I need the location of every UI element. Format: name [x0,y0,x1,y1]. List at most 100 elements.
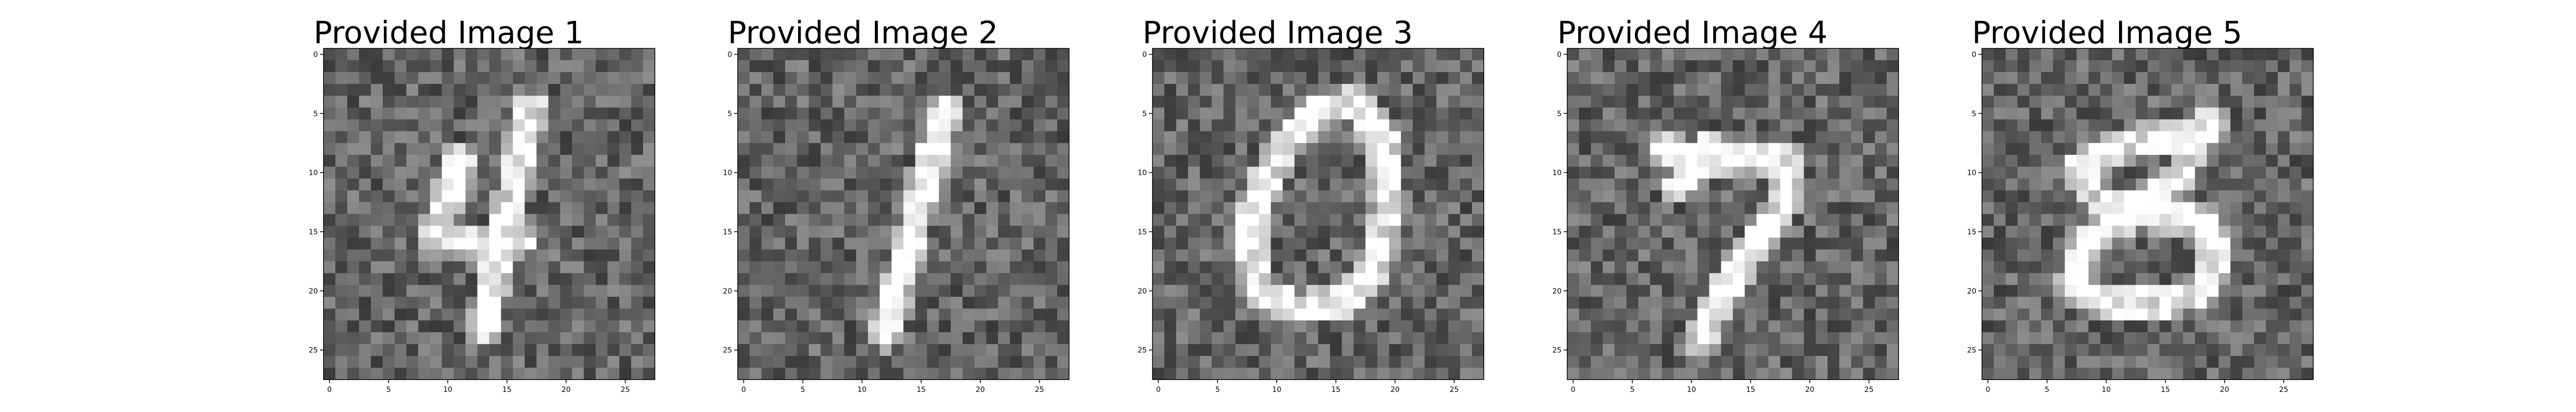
pixel-cell [1827,83,1840,96]
pixel-cell [2301,178,2314,191]
pixel-cell [513,154,525,167]
pixel-cell [1377,72,1389,84]
pixel-cell [1614,107,1627,120]
pixel-cell [939,190,951,203]
pixel-cell [1425,178,1437,191]
pixel-cell [1425,226,1437,238]
pixel-cell [1887,95,1899,108]
pixel-cell [2159,190,2172,203]
pixel-cell [2029,166,2042,179]
pixel-cell [477,297,490,309]
pixel-cell [607,48,620,61]
pixel-cell [430,320,443,333]
pixel-cell [2254,202,2266,215]
pixel-cell [998,226,1010,238]
pixel-cell [2218,214,2231,227]
axes-frame [737,48,1070,380]
pixel-cell [1792,214,1804,227]
pixel-cell [879,202,892,215]
pixel-cell [442,143,454,156]
pixel-cell [1211,332,1224,345]
pixel-cell [1413,154,1425,167]
pixel-cell [868,119,880,132]
pixel-cell [974,249,987,262]
pixel-cell [1377,285,1389,297]
pixel-cell [868,83,880,96]
pixel-cell [2230,107,2243,120]
pixel-cell [785,95,798,108]
pixel-cell [1057,320,1070,333]
pixel-cell [2278,95,2290,108]
pixel-cell [879,83,892,96]
pixel-cell [1697,344,1710,356]
pixel-cell [2088,320,2101,333]
pixel-cell [1389,356,1401,368]
pixel-cell [2290,249,2302,262]
pixel-cell [406,308,419,321]
pixel-cell [2159,202,2172,215]
pixel-cell [1816,83,1828,96]
pixel-cell [2112,214,2125,227]
pixel-cell [1827,368,1840,380]
pixel-cell [1851,190,1863,203]
pixel-cell [1567,107,1580,120]
pixel-cell [489,356,502,368]
pixel-cell [406,273,419,285]
pixel-cell [1839,72,1852,84]
pixel-cell [1804,131,1816,144]
pixel-cell [1389,143,1401,156]
pixel-cell [1982,249,1994,262]
pixel-cell [1223,107,1236,120]
pixel-cell [524,72,537,84]
pixel-cell [2136,154,2148,167]
pixel-cell [1875,332,1887,345]
pixel-cell [796,119,809,132]
pixel-cell [1638,273,1651,285]
pixel-cell [1863,285,1875,297]
pixel-cell [1662,237,1674,250]
pixel-cell [2112,48,2125,61]
pixel-cell [1662,273,1674,285]
pixel-cell [2230,273,2243,285]
pixel-cell [1792,107,1804,120]
pixel-cell [382,119,395,132]
pixel-cell [1199,190,1212,203]
pixel-cell [430,119,443,132]
pixel-cell [442,48,454,61]
pixel-cell [2017,190,2030,203]
pixel-cell [382,48,395,61]
pixel-cell [513,320,525,333]
pixel-cell [1982,107,1994,120]
pixel-cell [2136,356,2148,368]
pixel-cell [1353,131,1366,144]
pixel-cell [1567,119,1580,132]
pixel-cell [465,285,478,297]
pixel-cell [1614,356,1627,368]
pixel-cell [832,190,845,203]
pixel-cell [1022,273,1034,285]
pixel-cell [1353,48,1366,61]
pixel-cell [2218,83,2231,96]
pixel-cell [1033,202,1046,215]
pixel-cell [465,226,478,238]
pixel-cell [1685,332,1698,345]
pixel-cell [524,154,537,167]
pixel-cell [1282,214,1295,227]
pixel-cell [1259,131,1272,144]
y-tick-label: 5 [1142,110,1147,118]
pixel-cell [1602,48,1615,61]
pixel-cell [1342,107,1354,120]
pixel-cell [2041,356,2054,368]
pixel-cell [1436,214,1449,227]
pixel-cell [1982,237,1994,250]
pixel-cell [1199,143,1212,156]
pixel-cell [1780,154,1792,167]
pixel-cell [465,166,478,179]
pixel-cell [1590,308,1603,321]
pixel-cell [1282,368,1295,380]
pixel-cell [1247,308,1260,321]
pixel-cell [998,273,1010,285]
pixel-cell [1721,48,1734,61]
pixel-cell [382,308,395,321]
pixel-cell [1153,95,1165,108]
